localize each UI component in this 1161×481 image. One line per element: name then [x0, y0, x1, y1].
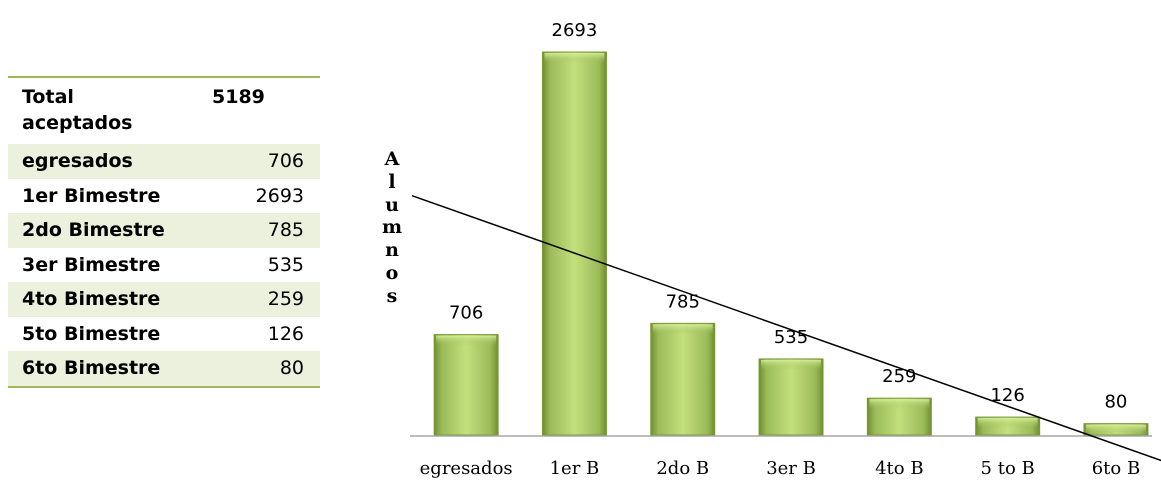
row-label: egresados — [22, 150, 133, 173]
bar-highlight — [1085, 424, 1146, 435]
row-value: 706 — [267, 150, 304, 173]
bar-2do-b — [650, 322, 716, 436]
trendline — [411, 194, 1161, 462]
row-label: 5to Bimestre — [22, 322, 161, 345]
data-label: 2693 — [552, 20, 598, 41]
row-value: 126 — [267, 322, 304, 345]
y-axis-label-letter: o — [385, 261, 399, 284]
x-tick-label: egresados — [420, 458, 513, 479]
data-label: 706 — [449, 303, 483, 324]
row-label: 6to Bimestre — [22, 357, 161, 380]
table-row: 5to Bimestre 126 — [8, 317, 320, 352]
table-row: 4to Bimestre 259 — [8, 282, 320, 317]
row-value: 2693 — [255, 184, 304, 207]
bar-highlight — [869, 399, 930, 410]
data-label: 126 — [990, 385, 1024, 406]
y-axis-label-letter: A — [384, 148, 400, 170]
bar-highlight — [436, 335, 497, 346]
bar-highlight — [652, 324, 713, 335]
data-label: 80 — [1104, 392, 1127, 413]
x-tick-label: 6to B — [1092, 458, 1140, 479]
x-tick-label: 5 to B — [981, 458, 1035, 479]
data-label: 535 — [774, 327, 808, 348]
totals-table: Total aceptados 5189 egresados 706 1er B… — [8, 76, 320, 388]
x-tick-label: 2do B — [656, 458, 709, 479]
bar-highlight — [544, 53, 605, 63]
data-label: 259 — [882, 366, 916, 387]
row-label: 2do Bimestre — [22, 219, 165, 242]
header-total-value: 5189 — [212, 86, 265, 108]
y-axis-label-letter: m — [381, 216, 403, 239]
y-axis-label-letter: l — [388, 170, 396, 193]
table-row: 6to Bimestre 80 — [8, 351, 320, 386]
header-label-line1: Total — [22, 86, 74, 108]
table-header: Total aceptados 5189 — [8, 78, 320, 144]
table-row: 1er Bimestre 2693 — [8, 179, 320, 214]
bar-egresados — [433, 334, 499, 436]
bar-highlight — [977, 418, 1038, 429]
row-value: 259 — [267, 288, 304, 311]
row-value: 785 — [267, 219, 304, 242]
y-axis-label-letter: u — [385, 193, 399, 216]
bar-3er-b — [758, 358, 824, 436]
bar-1er-b — [541, 51, 607, 436]
x-tick-label: 4to B — [875, 458, 923, 479]
data-label: 785 — [666, 291, 700, 312]
table-row: 3er Bimestre 535 — [8, 248, 320, 283]
header-label-line2: aceptados — [22, 112, 133, 134]
x-tick-label: 1er B — [550, 458, 600, 479]
row-label: 1er Bimestre — [22, 184, 161, 207]
header-label: Total aceptados — [22, 84, 192, 142]
y-axis-label-letter: n — [385, 239, 399, 262]
bar-highlight — [761, 359, 822, 370]
row-label: 4to Bimestre — [22, 288, 161, 311]
x-tick-label: 3er B — [766, 458, 816, 479]
row-value: 80 — [279, 357, 304, 380]
table-row: egresados 706 — [8, 144, 320, 179]
row-value: 535 — [267, 253, 304, 276]
y-axis-label-letter: s — [386, 284, 398, 307]
row-label: 3er Bimestre — [22, 253, 161, 276]
table-row: 2do Bimestre 785 — [8, 213, 320, 248]
